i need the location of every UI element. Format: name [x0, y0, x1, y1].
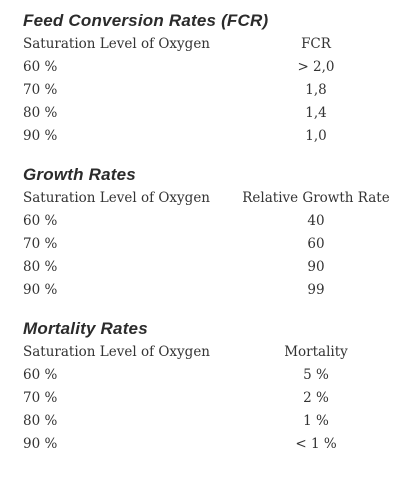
saturation-cell: 90 %: [23, 282, 58, 298]
table-row: 80 % 1 %: [23, 410, 415, 433]
table-row: 60 % > 2,0: [23, 56, 415, 79]
value-cell: < 1 %: [295, 436, 337, 452]
mortality-section: Mortality Rates Saturation Level of Oxyg…: [23, 317, 415, 456]
saturation-cell: 60 %: [23, 367, 58, 383]
column-header-saturation: Saturation Level of Oxygen: [23, 190, 211, 206]
saturation-cell: 70 %: [23, 236, 58, 252]
saturation-cell: 60 %: [23, 59, 58, 75]
section-title: Growth Rates: [23, 165, 136, 184]
value-cell: > 2,0: [297, 59, 335, 75]
column-header-mortality: Mortality: [284, 344, 348, 360]
saturation-cell: 80 %: [23, 259, 58, 275]
fcr-section: Feed Conversion Rates (FCR) Saturation L…: [23, 9, 415, 148]
table-row: 90 % 99: [23, 279, 415, 302]
table-row: 60 % 40: [23, 210, 415, 233]
saturation-cell: 90 %: [23, 128, 58, 144]
growth-section: Growth Rates Saturation Level of Oxygen …: [23, 163, 415, 302]
table-row: 60 % 5 %: [23, 364, 415, 387]
saturation-cell: 70 %: [23, 82, 58, 98]
table-header: Saturation Level of Oxygen FCR: [23, 33, 415, 56]
column-header-saturation: Saturation Level of Oxygen: [23, 36, 211, 52]
value-cell: 60: [307, 236, 325, 252]
value-cell: 90: [307, 259, 325, 275]
saturation-cell: 60 %: [23, 213, 58, 229]
value-cell: 1,8: [305, 82, 327, 98]
value-cell: 99: [307, 282, 325, 298]
column-header-fcr: FCR: [301, 36, 331, 52]
value-cell: 1,4: [305, 105, 327, 121]
table-row: 90 % < 1 %: [23, 433, 415, 456]
column-header-saturation: Saturation Level of Oxygen: [23, 344, 211, 360]
table-header: Saturation Level of Oxygen Relative Grow…: [23, 187, 415, 210]
value-cell: 40: [307, 213, 325, 229]
column-header-growth-rate: Relative Growth Rate: [242, 190, 390, 206]
saturation-cell: 80 %: [23, 105, 58, 121]
value-cell: 2 %: [303, 390, 329, 406]
section-title: Mortality Rates: [23, 319, 148, 338]
table-row: 90 % 1,0: [23, 125, 415, 148]
table-row: 80 % 90: [23, 256, 415, 279]
table-header: Saturation Level of Oxygen Mortality: [23, 341, 415, 364]
table-row: 70 % 1,8: [23, 79, 415, 102]
table-row: 70 % 2 %: [23, 387, 415, 410]
value-cell: 1,0: [305, 128, 327, 144]
saturation-cell: 80 %: [23, 413, 58, 429]
saturation-cell: 90 %: [23, 436, 58, 452]
table-row: 80 % 1,4: [23, 102, 415, 125]
saturation-cell: 70 %: [23, 390, 58, 406]
table-row: 70 % 60: [23, 233, 415, 256]
value-cell: 5 %: [303, 367, 329, 383]
section-title: Feed Conversion Rates (FCR): [23, 11, 269, 30]
value-cell: 1 %: [303, 413, 329, 429]
